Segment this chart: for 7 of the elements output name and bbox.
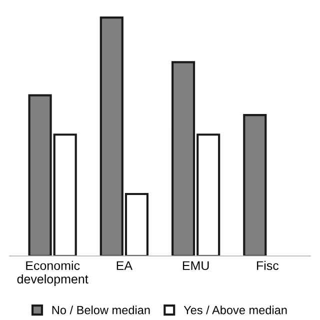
- x-tick-label: Fisc: [257, 260, 279, 270]
- x-tick-label: EA: [116, 261, 133, 270]
- bar: [243, 114, 267, 256]
- x-tick-label: EMU: [182, 261, 209, 270]
- legend-label: Yes / Above median: [184, 306, 287, 314]
- x-tick-label: Economic development: [17, 260, 88, 286]
- legend-label: No / Below median: [52, 306, 150, 314]
